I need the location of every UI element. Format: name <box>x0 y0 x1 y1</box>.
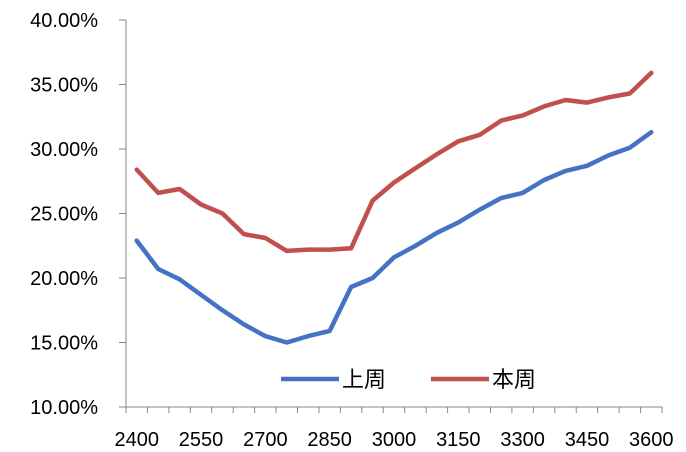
y-axis: 10.00% 15.00% 20.00% 25.00% 30.00% 35.00% 40.0… <box>30 10 127 419</box>
series-line-0 <box>134 129 654 345</box>
x-tick-label: 3300 <box>500 429 545 451</box>
x-axis: 2400 2550 2700 2850 3000 3150 3300 3450 3600 <box>114 406 674 451</box>
legend-label: 上周 <box>342 368 386 393</box>
y-tick-label: 40.00% <box>30 10 98 32</box>
series-lines <box>134 70 654 345</box>
series-line-1 <box>134 70 654 254</box>
x-tick-label: 2850 <box>307 429 352 451</box>
x-tick-label: 3000 <box>372 429 417 451</box>
x-tick-label: 3600 <box>629 429 674 451</box>
x-tick-label: 3150 <box>436 429 481 451</box>
x-tick-label: 2700 <box>243 429 288 451</box>
y-tick-label: 10.00% <box>30 397 98 419</box>
y-tick-label: 25.00% <box>30 204 98 226</box>
y-tick-label: 15.00% <box>30 333 98 355</box>
x-tick-label: 2400 <box>114 429 159 451</box>
y-tick-label: 35.00% <box>30 75 98 97</box>
y-tick-label: 30.00% <box>30 139 98 161</box>
y-tick-label: 20.00% <box>30 268 98 290</box>
x-tick-label: 3450 <box>565 429 610 451</box>
legend-label: 本周 <box>492 368 536 393</box>
legend: 上周 本周 <box>281 368 536 393</box>
x-tick-label: 2550 <box>179 429 224 451</box>
